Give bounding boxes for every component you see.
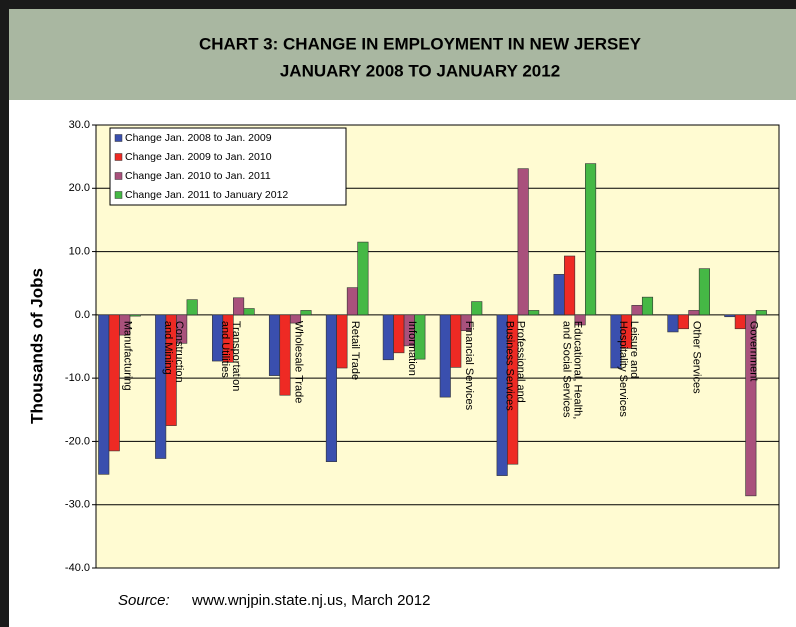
bar (289, 314, 302, 324)
x-tick-label: Transportationand Utilities (219, 321, 242, 392)
legend-box (109, 127, 347, 206)
x-tick-label: Constructionand Mining (162, 321, 185, 383)
legend-swatch (114, 134, 123, 142)
bar (382, 314, 394, 361)
legend-label: Change Jan. 2010 to Jan. 2011 (125, 170, 271, 182)
bar (450, 314, 462, 368)
bar (620, 314, 633, 349)
legend-swatch (114, 153, 123, 161)
left-border (0, 0, 9, 627)
top-border (0, 0, 796, 9)
bar (507, 314, 519, 465)
y-tick-label: 30.0 (69, 119, 90, 131)
bar (336, 314, 348, 369)
x-tick-label: Information (406, 321, 418, 376)
bar (641, 296, 654, 316)
y-tick-label: 20.0 (69, 182, 90, 194)
bar (585, 163, 597, 316)
x-tick-label: Wholesale Trade (292, 321, 304, 404)
bar (688, 310, 700, 316)
chart-title: CHART 3: CHANGE IN EMPLOYMENT IN NEW JER… (199, 34, 642, 53)
bar (471, 301, 483, 316)
bar (724, 314, 736, 318)
bar (517, 168, 529, 316)
source-label: Source: (118, 592, 170, 609)
legend-label: Change Jan. 2009 to Jan. 2010 (125, 151, 272, 163)
bar (631, 305, 643, 316)
bar (553, 274, 565, 316)
bar (564, 255, 576, 316)
legend-swatch (114, 191, 123, 199)
bar (393, 314, 405, 354)
bar (300, 310, 312, 316)
legend-label: Change Jan. 2008 to Jan. 2009 (125, 132, 272, 144)
y-tick-label: -20.0 (65, 435, 90, 447)
bar (108, 314, 120, 452)
bar (346, 287, 358, 316)
bar (243, 308, 255, 316)
bar (186, 299, 198, 316)
bar (528, 310, 540, 316)
x-tick-label: Government (748, 321, 760, 382)
bar (677, 314, 689, 330)
bar (460, 314, 472, 331)
header-band (9, 9, 796, 100)
bar (222, 314, 234, 363)
y-axis-title: Thousands of Jobs (27, 268, 46, 424)
bar (698, 268, 710, 316)
bar (414, 314, 426, 360)
x-tick-label: Professional andBusiness Services (503, 321, 526, 411)
bar (745, 314, 757, 497)
bar (233, 297, 245, 316)
x-tick-label: Other Services (691, 321, 703, 394)
bar (279, 314, 291, 396)
y-tick-label: 0.0 (75, 309, 90, 321)
legend-swatch (114, 172, 123, 180)
bar (574, 314, 586, 326)
y-tick-label: -40.0 (65, 562, 90, 574)
legend-label: Change Jan. 2011 to January 2012 (125, 189, 288, 201)
bar (357, 241, 369, 316)
x-tick-label: Educational, Health,and Social Services (560, 321, 583, 419)
y-tick-label: -10.0 (65, 372, 90, 384)
bar (176, 314, 188, 344)
bar (129, 314, 141, 317)
bar (165, 314, 177, 426)
bar (119, 314, 131, 336)
bar (325, 314, 337, 462)
bar (755, 310, 767, 316)
chart-title: JANUARY 2008 TO JANUARY 2012 (280, 61, 560, 80)
x-tick-label: Leisure andHospitality Services (617, 321, 640, 417)
bar (667, 314, 679, 333)
x-tick-label: Manufacturing (122, 321, 134, 391)
bar (268, 314, 281, 376)
x-tick-label: Retail Trade (349, 321, 361, 380)
x-tick-label: Financial Services (463, 321, 475, 411)
source: www.wnjpin.state.nj.us, March 2012 (191, 592, 430, 609)
y-tick-label: -30.0 (65, 499, 90, 511)
bar (734, 314, 746, 330)
bar (98, 314, 110, 475)
bar (439, 314, 451, 398)
y-tick-label: 10.0 (69, 245, 90, 257)
